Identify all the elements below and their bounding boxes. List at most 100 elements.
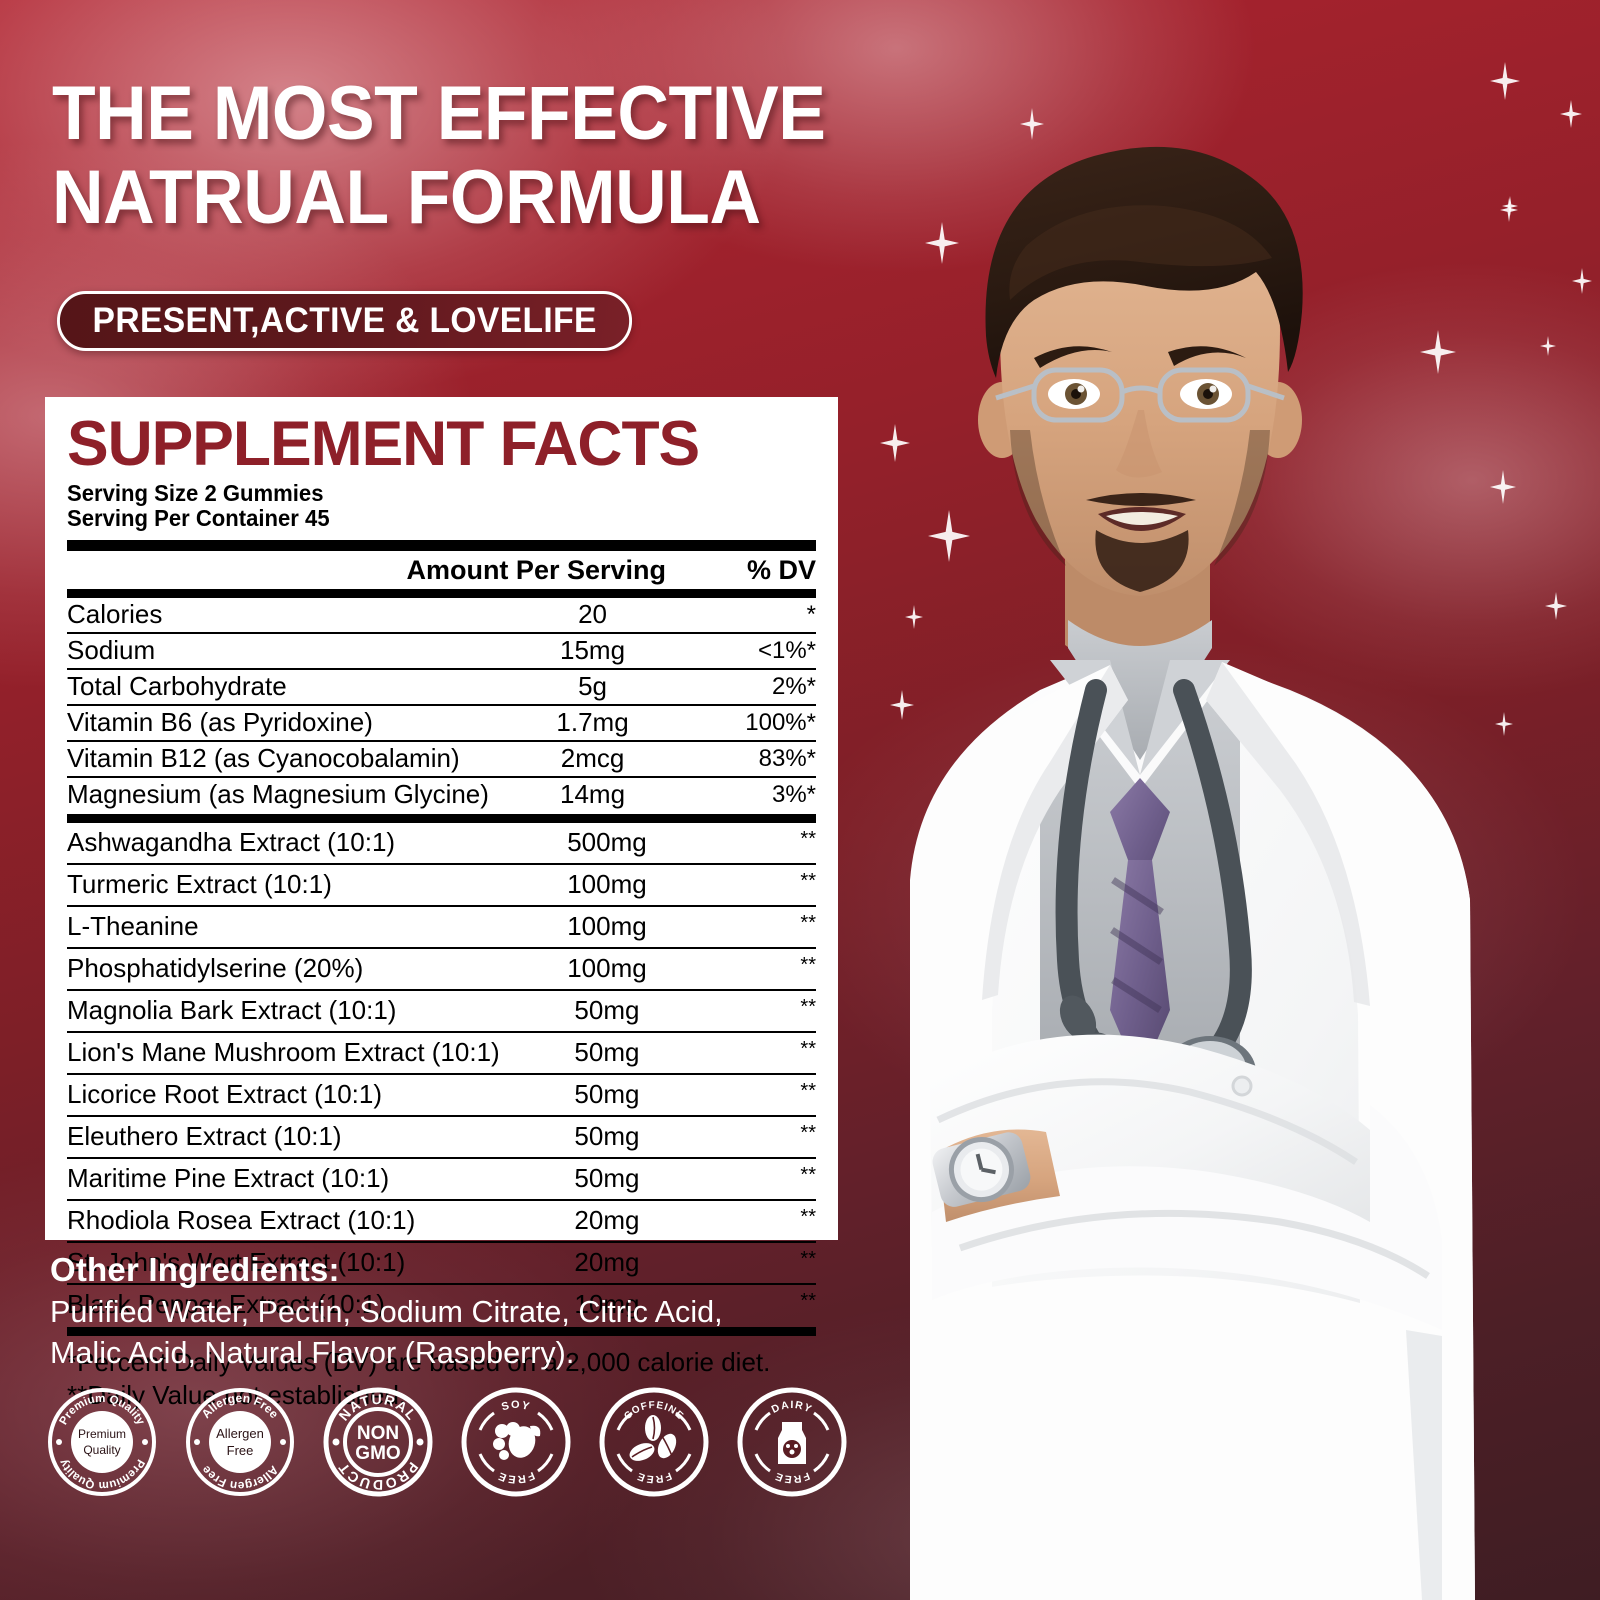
ingredient-daily-value: 100%* <box>696 704 816 741</box>
table-row: Total Carbohydrate 5g 2%* <box>67 668 816 705</box>
ingredient-daily-value: ** <box>714 1241 816 1284</box>
ingredient-daily-value: * <box>806 601 816 628</box>
other-ingredients: Other Ingredients: Purified Water, Pecti… <box>50 1249 810 1373</box>
allergen-free-seal-icon: Allergen Free Allergen Free Allergen Fre… <box>184 1386 296 1498</box>
section-rule-bottom <box>67 1327 816 1336</box>
ingredient-name: Rhodiola Rosea Extract (10:1) <box>67 1199 500 1242</box>
supplement-facts-panel: SUPPLEMENT FACTS Serving Size 2 Gummies … <box>45 397 838 1410</box>
column-header-dv: % DV <box>746 555 816 585</box>
ingredient-name: St. John's Wort Extract (10:1) <box>67 1241 500 1284</box>
ingredient-amount: 5g <box>488 668 697 705</box>
sparkle-icon <box>1502 196 1518 216</box>
ingredient-amount: 20mg <box>499 1199 715 1242</box>
ingredient-daily-value: ** <box>714 1283 816 1325</box>
ingredient-daily-value: 3%* <box>696 776 816 812</box>
ingredient-name: Black Pepper Extract (10:1) <box>67 1283 500 1325</box>
table-row: Calories 20 * <box>67 598 816 633</box>
table-row: Phosphatidylserine (20%) 100mg ** <box>67 947 816 990</box>
ingredient-amount: 20 <box>578 599 607 629</box>
sparkle-icon <box>890 690 914 720</box>
table-row: Black Pepper Extract (10:1) 10mg ** <box>67 1283 816 1325</box>
section-rule-middle <box>67 814 816 823</box>
sparkle-icon <box>1020 108 1044 140</box>
svg-text:DAIRY: DAIRY <box>770 1399 815 1416</box>
subtitle-pill-label: PRESENT,ACTIVE & LOVELIFE <box>92 301 597 340</box>
doctor-photo <box>810 0 1600 1600</box>
ingredient-amount: 15mg <box>488 632 697 669</box>
svg-text:FREE: FREE <box>635 1469 674 1485</box>
ingredient-daily-value: ** <box>714 947 816 990</box>
ingredient-daily-value: ** <box>714 989 816 1032</box>
ingredient-amount: 50mg <box>499 1157 715 1200</box>
ingredient-amount: 100mg <box>499 905 715 948</box>
ingredient-name: Lion's Mane Mushroom Extract (10:1) <box>67 1031 500 1074</box>
other-ingredients-line-2: Malic Acid, Natural Flavor (Raspberry). <box>50 1335 575 1370</box>
ingredient-name: L-Theanine <box>67 905 500 948</box>
other-ingredients-line-1: Purified Water, Pectin, Sodium Citrate, … <box>50 1294 723 1329</box>
svg-text:Quality: Quality <box>83 1443 120 1457</box>
other-ingredients-title: Other Ingredients: <box>50 1251 340 1288</box>
sparkle-icon <box>1545 592 1567 620</box>
ingredient-name: Licorice Root Extract (10:1) <box>67 1073 500 1116</box>
subtitle-pill: PRESENT,ACTIVE & LOVELIFE <box>57 291 633 351</box>
dairy-free-seal-icon: DAIRY FREE <box>736 1386 848 1498</box>
headline-line-2: NATRUAL FORMULA <box>52 155 761 240</box>
ingredient-name: Maritime Pine Extract (10:1) <box>67 1157 500 1200</box>
ingredient-name: Eleuthero Extract (10:1) <box>67 1115 500 1158</box>
ingredient-amount: 100mg <box>499 863 715 906</box>
premium-quality-seal-icon: Premium Quality Premium Quality Premium … <box>46 1386 158 1498</box>
serving-size: Serving Size 2 Gummies <box>67 480 324 506</box>
page-title: THE MOST EFFECTIVE NATRUAL FORMULA <box>52 72 954 240</box>
table-header-row: Amount Per Serving % DV <box>67 551 816 589</box>
ingredient-daily-value: ** <box>714 1031 816 1074</box>
table-row: Ashwagandha Extract (10:1) 500mg ** <box>67 823 816 864</box>
sparkle-icon <box>1490 62 1520 100</box>
ingredient-amount: 50mg <box>499 1115 715 1158</box>
sparkle-icon <box>1500 198 1518 222</box>
ingredient-daily-value: ** <box>714 863 816 906</box>
table-row: Magnolia Bark Extract (10:1) 50mg ** <box>67 989 816 1032</box>
ingredient-name: Total Carbohydrate <box>67 668 489 705</box>
footnotes: *Percent Daily Values (DV) are based on … <box>67 1346 816 1412</box>
ingredient-amount: 50mg <box>499 989 715 1032</box>
ingredient-name: Vitamin B12 (as Cyanocobalamin) <box>67 740 489 777</box>
ingredient-amount: 100mg <box>499 947 715 990</box>
sparkle-icon <box>1540 336 1556 356</box>
ingredient-name: Phosphatidylserine (20%) <box>67 947 500 990</box>
ingredient-name: Magnolia Bark Extract (10:1) <box>67 989 500 1032</box>
ingredient-daily-value: ** <box>714 1073 816 1116</box>
sparkle-icon <box>905 605 923 629</box>
table-row: Maritime Pine Extract (10:1) 50mg ** <box>67 1157 816 1200</box>
ingredient-daily-value: ** <box>714 1115 816 1158</box>
ingredient-amount: 1.7mg <box>488 704 697 741</box>
table-row: Lion's Mane Mushroom Extract (10:1) 50mg *… <box>67 1031 816 1074</box>
servings-per-container: Serving Per Container 45 <box>67 505 330 531</box>
certification-badges: Premium Quality Premium Quality Premium … <box>46 1378 847 1506</box>
sparkle-icon <box>880 424 910 462</box>
svg-text:SOY: SOY <box>500 1399 532 1413</box>
ingredient-amount: 50mg <box>499 1031 715 1074</box>
ingredient-amount: 10mg <box>499 1283 715 1325</box>
soy-free-seal-icon: SOY FREE <box>460 1386 572 1498</box>
ingredient-amount: 50mg <box>499 1073 715 1116</box>
serving-info: Serving Size 2 Gummies Serving Per Conta… <box>67 481 816 531</box>
table-row: Vitamin B12 (as Cyanocobalamin) 2mcg 83%* <box>67 740 816 777</box>
table-row: L-Theanine 100mg ** <box>67 905 816 948</box>
svg-text:FREE: FREE <box>773 1469 812 1485</box>
sparkle-icon <box>928 510 970 562</box>
section-rule-top <box>67 540 816 551</box>
svg-text:Allergen: Allergen <box>216 1426 264 1441</box>
table-row: Turmeric Extract (10:1) 100mg ** <box>67 863 816 906</box>
ingredient-name: Turmeric Extract (10:1) <box>67 863 500 906</box>
ingredient-amount: 14mg <box>488 776 697 812</box>
sparkle-icon <box>1560 100 1582 128</box>
sparkle-icon <box>1495 712 1513 736</box>
table-row: Vitamin B6 (as Pyridoxine) 1.7mg 100%* <box>67 704 816 741</box>
nutrients-table: Calories 20 * Sodium 15mg <1%* Total Carbohydr… <box>67 598 816 812</box>
ingredient-name: Magnesium (as Magnesium Glycine) <box>67 776 489 812</box>
footnote-daily-values: *Percent Daily Values (DV) are based on … <box>67 1347 771 1377</box>
non-gmo-seal-icon: NATURAL PRODUCT NON GMO <box>322 1386 434 1498</box>
table-row: Rhodiola Rosea Extract (10:1) 20mg ** <box>67 1199 816 1242</box>
svg-text:GMO: GMO <box>355 1443 400 1464</box>
coffeine-free-seal-icon: COFFEINE FREE <box>598 1386 710 1498</box>
